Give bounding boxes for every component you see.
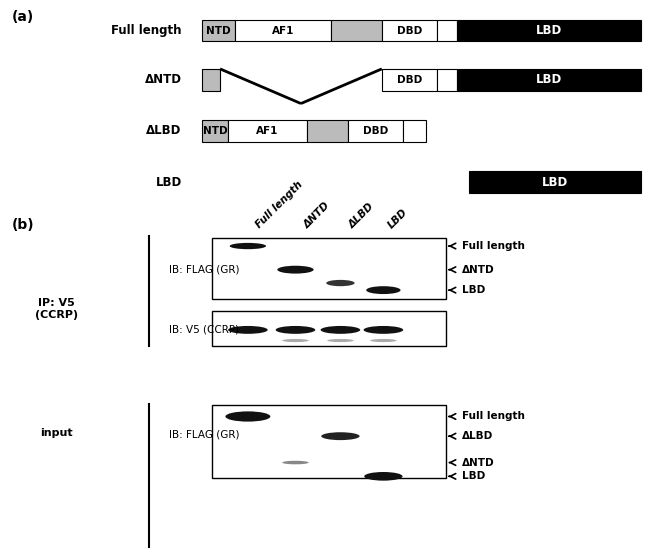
Ellipse shape <box>364 326 403 334</box>
Text: Full length: Full length <box>111 24 182 37</box>
Ellipse shape <box>230 243 266 249</box>
Text: LBD: LBD <box>535 73 562 86</box>
Ellipse shape <box>282 339 309 342</box>
Bar <box>212 238 446 299</box>
Ellipse shape <box>321 432 360 440</box>
Ellipse shape <box>282 461 309 465</box>
Text: DBD: DBD <box>397 26 422 36</box>
Text: LBD: LBD <box>542 176 568 188</box>
Text: (b): (b) <box>12 219 34 233</box>
Ellipse shape <box>370 339 397 342</box>
Ellipse shape <box>327 280 355 286</box>
Bar <box>212 405 446 479</box>
Text: LBD: LBD <box>462 471 485 481</box>
Text: LBD: LBD <box>462 285 485 295</box>
Text: Full length: Full length <box>462 411 525 421</box>
Text: IP: V5
(CCRP): IP: V5 (CCRP) <box>34 298 78 320</box>
Bar <box>307 120 348 142</box>
Text: IB: FLAG (GR): IB: FLAG (GR) <box>169 430 239 440</box>
Bar <box>348 120 403 142</box>
Bar <box>331 20 382 41</box>
Bar <box>229 120 307 142</box>
Text: AF1: AF1 <box>272 26 294 36</box>
Ellipse shape <box>278 266 313 273</box>
Bar <box>202 20 235 41</box>
Ellipse shape <box>225 411 270 421</box>
Text: Full length: Full length <box>462 241 525 251</box>
Text: LBD: LBD <box>386 207 410 230</box>
Text: IB: FLAG (GR): IB: FLAG (GR) <box>169 264 239 274</box>
Bar <box>457 20 641 41</box>
Text: DBD: DBD <box>363 126 388 136</box>
Bar <box>469 171 641 193</box>
Bar <box>202 120 229 142</box>
Text: DBD: DBD <box>397 75 422 85</box>
Ellipse shape <box>321 326 360 334</box>
Text: IB: V5 (CCRP): IB: V5 (CCRP) <box>169 324 239 334</box>
Text: ΔLBD: ΔLBD <box>346 201 375 230</box>
Bar <box>437 20 457 41</box>
Text: ΔNTD: ΔNTD <box>462 264 494 274</box>
Text: NTD: NTD <box>203 126 227 136</box>
Text: NTD: NTD <box>206 26 231 36</box>
Bar <box>235 20 331 41</box>
Ellipse shape <box>327 339 354 342</box>
Text: ΔNTD: ΔNTD <box>301 200 332 230</box>
Text: Full length: Full length <box>254 179 305 230</box>
Text: LBD: LBD <box>155 176 182 188</box>
Bar <box>437 69 457 91</box>
Text: ΔLBD: ΔLBD <box>146 125 182 138</box>
Bar <box>457 69 641 91</box>
Ellipse shape <box>228 326 268 334</box>
Text: (a): (a) <box>12 10 34 24</box>
Text: ΔNTD: ΔNTD <box>145 73 182 86</box>
Ellipse shape <box>366 286 401 294</box>
Ellipse shape <box>276 326 315 334</box>
Text: LBD: LBD <box>535 24 562 37</box>
Text: ΔNTD: ΔNTD <box>462 458 494 467</box>
Bar <box>202 69 220 91</box>
Bar <box>403 120 426 142</box>
Text: input: input <box>40 428 73 438</box>
Ellipse shape <box>364 472 403 481</box>
Text: AF1: AF1 <box>256 126 279 136</box>
Bar <box>382 69 437 91</box>
Bar <box>382 20 437 41</box>
Bar <box>212 311 446 347</box>
Text: ΔLBD: ΔLBD <box>462 431 493 441</box>
